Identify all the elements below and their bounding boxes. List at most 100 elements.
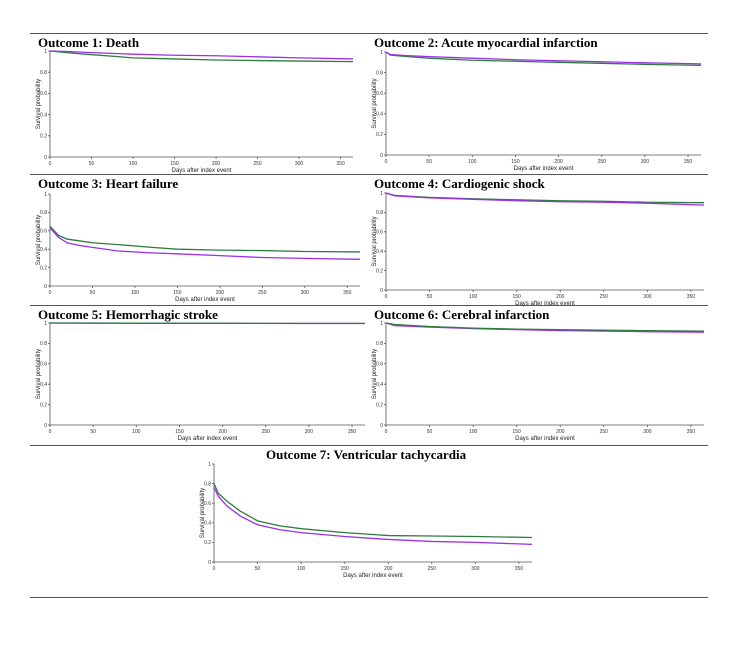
y-tick-label: 0.4 (376, 112, 383, 118)
chart-title: Outcome 3: Heart failure (38, 176, 179, 191)
x-axis-label: Days after index event (343, 573, 403, 579)
y-tick-label: 1 (380, 321, 383, 327)
y-tick-label: 1 (380, 191, 383, 197)
series-line-green (49, 225, 361, 253)
chart-panel-heart-failure: Outcome 3: Heart failure 0 0.2 0.4 0.6 0.8 1 0… (30, 176, 366, 304)
x-tick-label: 150 (173, 290, 182, 296)
y-axis-label: Survival probability (200, 488, 206, 538)
chart-panel-death: Outcome 1: Death 0 0.2 0.4 0.6 0.8 1 0 50 100 150… (30, 35, 360, 174)
x-tick-label: 0 (49, 290, 52, 296)
y-tick-label: 1 (208, 462, 211, 468)
y-tick-label: 0.8 (40, 341, 47, 347)
series-line-green (49, 322, 365, 325)
chart-panel-cardiogenic-shock: Outcome 4: Cardiogenic shock 0 0.2 0.4 0.6 0… (366, 176, 708, 307)
x-axis-label: Days after index event (175, 297, 235, 303)
y-tick-label: 1 (380, 50, 383, 56)
chart-panel-hemorrhagic-stroke: Outcome 5: Hemorrhagic stroke 0 0.2 0.4 0.6… (30, 307, 366, 444)
x-axis-label: Days after index event (172, 168, 232, 174)
x-tick-label: 350 (348, 429, 357, 435)
series-line-purple (49, 227, 361, 260)
y-tick-label: 0 (380, 288, 383, 294)
series-line-purple (49, 50, 354, 60)
separator-row3 (30, 445, 708, 446)
y-tick-label: 0.4 (40, 382, 47, 388)
x-tick-label: 300 (471, 566, 480, 572)
x-tick-label: 300 (643, 429, 652, 435)
chart-panel-ventricular-tachycardia: Outcome 7: Ventricular tachycardia 0 0.2 0… (190, 447, 550, 595)
y-tick-label: 0 (44, 423, 47, 429)
chart-title: Outcome 4: Cardiogenic shock (374, 176, 545, 191)
series-line-green (213, 483, 533, 539)
x-tick-label: 250 (258, 290, 267, 296)
chart-title: Outcome 5: Hemorrhagic stroke (38, 307, 218, 322)
x-tick-label: 150 (511, 159, 520, 165)
y-tick-label: 0.2 (40, 134, 47, 140)
series-line-green (385, 322, 705, 332)
x-tick-label: 200 (212, 161, 221, 167)
separator-row1 (30, 174, 708, 175)
x-tick-label: 50 (427, 294, 433, 300)
chart-plot: 0 0.2 0.4 0.6 0.8 1 0 50 100 150 200 250 300 350 Days … (200, 462, 533, 579)
x-tick-label: 100 (132, 429, 141, 435)
x-tick-label: 100 (469, 429, 478, 435)
y-tick-label: 0.2 (376, 132, 383, 138)
y-tick-label: 0 (380, 423, 383, 429)
y-axis-label: Survival probability (372, 78, 378, 128)
x-tick-label: 100 (129, 161, 138, 167)
x-tick-label: 0 (385, 294, 388, 300)
y-tick-label: 0 (208, 560, 211, 566)
x-tick-label: 350 (336, 161, 345, 167)
x-tick-label: 100 (297, 566, 306, 572)
x-tick-label: 200 (218, 429, 227, 435)
y-tick-label: 0.8 (376, 341, 383, 347)
x-tick-label: 100 (131, 290, 140, 296)
y-tick-label: 0 (44, 284, 47, 290)
y-tick-label: 0.4 (376, 382, 383, 388)
separator-bottom (30, 597, 708, 598)
x-tick-label: 50 (90, 290, 96, 296)
chart-plot: 0 0.2 0.4 0.6 0.8 1 0 50 100 150 200 250 300 350 Days … (372, 191, 705, 307)
x-tick-label: 50 (255, 566, 261, 572)
x-tick-label: 50 (90, 429, 96, 435)
y-tick-label: 0.8 (204, 481, 211, 487)
y-tick-label: 1 (44, 321, 47, 327)
y-tick-label: 0.4 (376, 249, 383, 255)
x-tick-label: 150 (170, 161, 179, 167)
series-line-purple (385, 192, 705, 206)
x-tick-label: 200 (384, 566, 393, 572)
x-tick-label: 50 (89, 161, 95, 167)
series-line-green (49, 50, 354, 63)
x-tick-label: 0 (49, 429, 52, 435)
x-tick-label: 0 (213, 566, 216, 572)
series-line-purple (385, 51, 702, 65)
y-axis-label: Survival probability (36, 349, 42, 399)
x-tick-label: 300 (643, 294, 652, 300)
chart-panel-myocardial-infarction: Outcome 2: Acute myocardial infarction 0… (366, 35, 708, 173)
separator-top (30, 33, 708, 34)
x-tick-label: 250 (253, 161, 262, 167)
y-tick-label: 0.2 (40, 402, 47, 408)
y-tick-label: 0.4 (40, 112, 47, 118)
x-tick-label: 100 (468, 159, 477, 165)
x-tick-label: 200 (216, 290, 225, 296)
y-tick-label: 1 (44, 192, 47, 198)
x-tick-label: 300 (305, 429, 314, 435)
x-tick-label: 300 (301, 290, 310, 296)
y-tick-label: 0.2 (40, 265, 47, 271)
chart-plot: 0 0.2 0.4 0.6 0.8 1 0 50 100 150 200 250 300 350 Days … (372, 321, 705, 442)
y-tick-label: 0.6 (40, 91, 47, 97)
x-axis-label: Days after index event (514, 166, 574, 172)
x-tick-label: 150 (175, 429, 184, 435)
y-tick-label: 1 (44, 49, 47, 55)
y-tick-label: 0 (380, 153, 383, 159)
y-tick-label: 0 (44, 155, 47, 161)
chart-title: Outcome 2: Acute myocardial infarction (374, 35, 598, 50)
x-tick-label: 250 (598, 159, 607, 165)
chart-title: Outcome 1: Death (38, 35, 140, 50)
y-tick-label: 0.6 (40, 229, 47, 235)
x-tick-label: 250 (428, 566, 437, 572)
x-tick-label: 150 (513, 429, 522, 435)
x-tick-label: 300 (295, 161, 304, 167)
x-tick-label: 350 (343, 290, 352, 296)
chart-plot: 0 0.2 0.4 0.6 0.8 1 0 50 100 150 200 250 300 350 Days … (36, 321, 365, 442)
